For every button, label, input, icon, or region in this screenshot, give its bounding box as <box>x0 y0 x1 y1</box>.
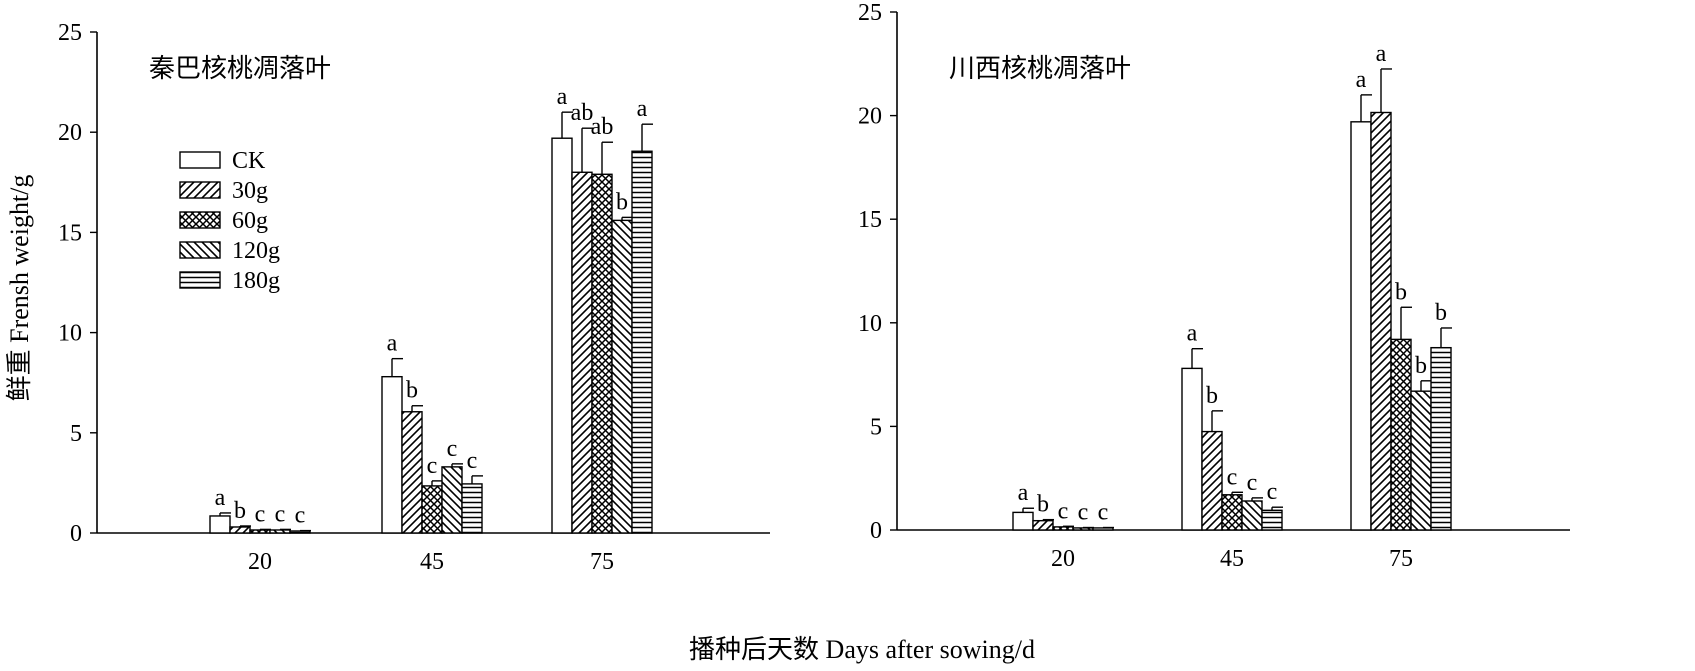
bar <box>1032 519 1054 531</box>
significance-label: c <box>1267 479 1278 505</box>
significance-label: b <box>1435 300 1447 326</box>
bar <box>249 529 271 534</box>
significance-label: b <box>1037 492 1049 518</box>
bar <box>421 485 443 534</box>
significance-label: a <box>557 84 568 110</box>
significance-label: a <box>637 96 648 122</box>
bar <box>401 411 423 534</box>
legend-label: CK <box>232 148 266 174</box>
bar <box>1221 494 1243 531</box>
significance-label: b <box>1415 353 1427 379</box>
y-tick-label: 10 <box>58 321 82 347</box>
legend-label: 60g <box>232 208 268 234</box>
bar <box>611 219 633 534</box>
x-tick-label: 20 <box>1051 546 1075 572</box>
y-tick-label: 10 <box>858 311 882 337</box>
y-tick-label: 20 <box>58 120 82 146</box>
legend-label: 180g <box>232 268 280 294</box>
significance-label: b <box>1395 279 1407 305</box>
x-tick-label: 45 <box>1220 546 1244 572</box>
bar <box>289 530 311 534</box>
significance-label: ab <box>591 114 614 140</box>
bar <box>591 173 613 534</box>
bar <box>1241 500 1263 531</box>
significance-label: c <box>1227 464 1238 490</box>
bar <box>1072 527 1094 531</box>
legend-swatch <box>179 211 221 229</box>
significance-label: c <box>1058 498 1069 524</box>
legend-swatch <box>179 181 221 199</box>
x-tick-label: 75 <box>590 549 614 575</box>
significance-label: c <box>255 501 266 527</box>
bar <box>1261 509 1283 531</box>
legend-swatch <box>179 241 221 259</box>
bar <box>571 171 593 534</box>
y-tick-label: 0 <box>70 521 82 547</box>
bar <box>1370 111 1392 531</box>
significance-label: b <box>616 189 628 215</box>
panel-title: 川西核桃凋落叶 <box>949 54 1131 84</box>
bar <box>381 375 403 534</box>
x-tick-label: 45 <box>420 549 444 575</box>
significance-label: c <box>1247 470 1258 496</box>
significance-label: c <box>447 436 458 462</box>
y-tick-label: 5 <box>70 421 82 447</box>
legend-swatch <box>179 271 221 289</box>
bar <box>1201 430 1223 531</box>
legend-label: 30g <box>232 178 268 204</box>
significance-label: a <box>1356 67 1367 93</box>
y-tick-label: 0 <box>870 518 882 544</box>
bar <box>1430 346 1452 531</box>
bar <box>1181 367 1203 531</box>
y-tick-label: 15 <box>58 220 82 246</box>
significance-label: c <box>295 503 306 529</box>
significance-label: c <box>275 501 286 527</box>
significance-label: b <box>406 378 418 404</box>
bar <box>1052 526 1074 531</box>
bar <box>441 466 463 534</box>
bar <box>461 483 483 534</box>
significance-label: ab <box>571 100 594 126</box>
bar <box>1390 338 1412 531</box>
legend: CK 30g 60g 120g 180g <box>179 148 280 294</box>
x-tick-label: 20 <box>248 549 272 575</box>
bar <box>1012 511 1034 531</box>
y-tick-label: 20 <box>858 104 882 130</box>
y-tick-label: 15 <box>858 207 882 233</box>
significance-label: a <box>1018 480 1029 506</box>
significance-label: c <box>1098 500 1109 526</box>
x-axis-label: 播种后天数 Days after sowing/d <box>689 635 1035 664</box>
significance-label: c <box>467 448 478 474</box>
bar <box>1092 527 1114 531</box>
bar <box>269 529 291 534</box>
y-tick-label: 25 <box>858 0 882 26</box>
panel-title: 秦巴核桃凋落叶 <box>149 54 331 84</box>
x-tick-label: 75 <box>1389 546 1413 572</box>
y-tick-label: 25 <box>58 20 82 46</box>
significance-label: a <box>1376 41 1387 67</box>
y-axis-label: 鲜重 Frensh weight/g <box>5 175 34 402</box>
y-tick-label: 5 <box>870 414 882 440</box>
significance-label: b <box>1206 383 1218 409</box>
legend-swatch <box>179 151 221 169</box>
bar <box>631 150 653 534</box>
significance-label: a <box>387 331 398 357</box>
legend-label: 120g <box>232 238 280 264</box>
significance-label: a <box>215 485 226 511</box>
significance-label: a <box>1187 321 1198 347</box>
bar <box>1350 121 1372 531</box>
significance-label: c <box>1078 500 1089 526</box>
bar <box>209 515 231 534</box>
bar <box>1410 390 1432 531</box>
bar <box>551 137 573 534</box>
bar <box>229 526 251 534</box>
significance-label: c <box>427 453 438 479</box>
significance-label: b <box>234 498 246 524</box>
